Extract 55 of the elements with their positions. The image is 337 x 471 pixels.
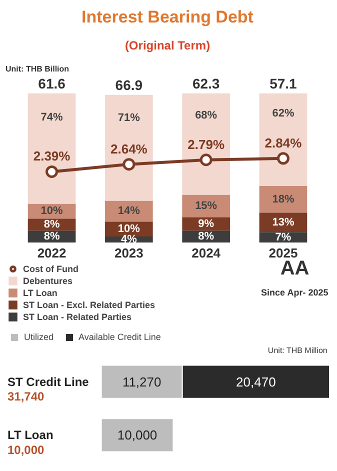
text: 10,000	[8, 442, 45, 457]
data-label: 7%	[275, 231, 292, 244]
data-label: 8%	[44, 218, 60, 231]
legend-label: Debentures	[23, 275, 73, 286]
point	[46, 165, 58, 178]
chart-title: Interest Bearing Debt	[82, 8, 254, 26]
legend-label: ST Loan - Related Parties	[23, 311, 132, 322]
x-tick-label: 2023	[114, 246, 144, 260]
text: Unit: THB Billion	[6, 64, 70, 74]
data-label: 2.79%	[188, 136, 225, 152]
y-tick-label: ST Credit Line	[8, 374, 90, 389]
data-label: 74%	[40, 112, 64, 124]
data-label: 2.39%	[33, 148, 71, 164]
data-label: 11,270	[122, 374, 162, 390]
data-label: 4%	[120, 234, 138, 246]
point	[122, 158, 136, 171]
data-label: 2.84%	[264, 135, 302, 150]
text: Unit: THB Million	[268, 346, 328, 356]
data-label: 20,470	[236, 374, 276, 390]
annotation: 66.9	[115, 76, 143, 93]
legend-label: Available Credit Line	[78, 332, 161, 342]
bar	[259, 93, 308, 186]
data-label: 13%	[272, 216, 294, 228]
data-label: 15%	[195, 200, 218, 212]
data-label: 9%	[198, 218, 214, 230]
data-label: 71%	[118, 112, 140, 124]
x-tick-label: 2024	[192, 246, 222, 260]
data-label: 10%	[40, 205, 64, 218]
legend-label: LT Loan	[23, 287, 58, 298]
data-label: 2.64%	[110, 141, 148, 156]
data-label: 8%	[198, 230, 214, 243]
text: AA	[280, 258, 310, 280]
chart-subtitle: (Original Term)	[124, 38, 210, 52]
legend-label: Utilized	[24, 332, 54, 342]
data-label: 62%	[272, 108, 294, 120]
annotation: 57.1	[270, 75, 298, 92]
point	[200, 154, 212, 166]
data-label: 68%	[195, 110, 218, 122]
legend-label: ST Loan - Excl. Related Parties	[23, 299, 156, 310]
text: 31,740	[8, 389, 45, 404]
x-tick-label: 2025	[268, 246, 298, 260]
bar	[28, 93, 76, 204]
legend-label: Cost of Fund	[23, 263, 78, 274]
point	[276, 152, 290, 165]
data-label: 10%	[118, 223, 140, 236]
bar	[105, 94, 153, 201]
bar	[182, 93, 230, 195]
x-tick-label: 2022	[37, 246, 66, 260]
data-label: 8%	[44, 230, 60, 243]
data-label: 10,000	[117, 428, 158, 443]
annotation: 62.3	[192, 75, 220, 92]
data-label: 14%	[118, 205, 140, 218]
text: Since Apr- 2025	[261, 288, 328, 298]
data-label: 18%	[272, 193, 294, 206]
annotation: 61.6	[38, 75, 66, 92]
